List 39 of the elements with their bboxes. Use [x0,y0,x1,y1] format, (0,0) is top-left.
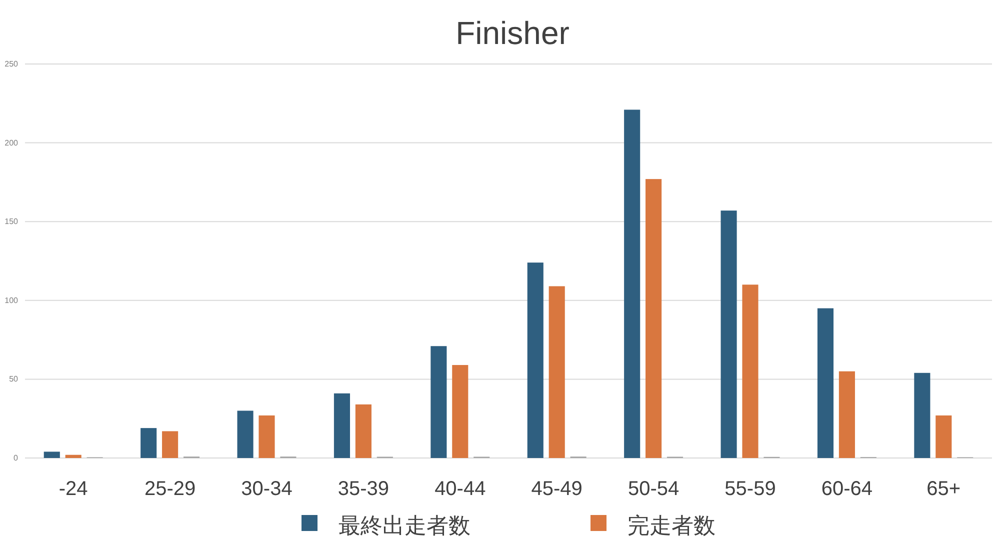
chart-title: Finisher [456,15,570,51]
x-tick-label: 30-34 [241,478,292,500]
x-tick-label: -24 [58,478,88,500]
bar [355,404,372,458]
bar [140,428,157,458]
x-tick-label: 60-64 [821,478,873,500]
x-tick-label: 65+ [926,478,961,500]
x-tick-label: 45-49 [531,478,582,500]
bar [527,262,544,458]
bar [162,431,178,458]
bar [936,415,952,458]
bar [720,210,737,458]
bar [817,308,834,458]
y-tick-label: 0 [14,454,19,462]
bar [838,371,855,458]
bar [334,393,350,458]
bar [452,365,468,458]
x-tick-label: 35-39 [338,478,390,500]
bar [430,346,447,458]
x-tick-label: 50-54 [628,478,680,500]
bar [742,284,758,458]
legend-label: 最終出走者数 [338,513,470,538]
x-tick-label: 55-59 [724,478,776,500]
bar [914,372,930,458]
bar [237,410,254,458]
bar [624,110,640,458]
bar [258,415,275,458]
bar [65,454,82,458]
y-tick-label: 200 [4,138,19,148]
bar [548,286,565,458]
y-tick-label: 250 [4,60,19,68]
y-tick-label: 50 [9,374,19,384]
x-tick-label: 40-44 [434,478,486,500]
legend-label: 完走者数 [628,513,716,538]
x-tick-label: 25-29 [144,478,196,500]
bar [646,179,662,458]
y-tick-label: 100 [4,296,19,305]
y-tick-label: 150 [4,217,19,226]
bar [44,452,60,458]
